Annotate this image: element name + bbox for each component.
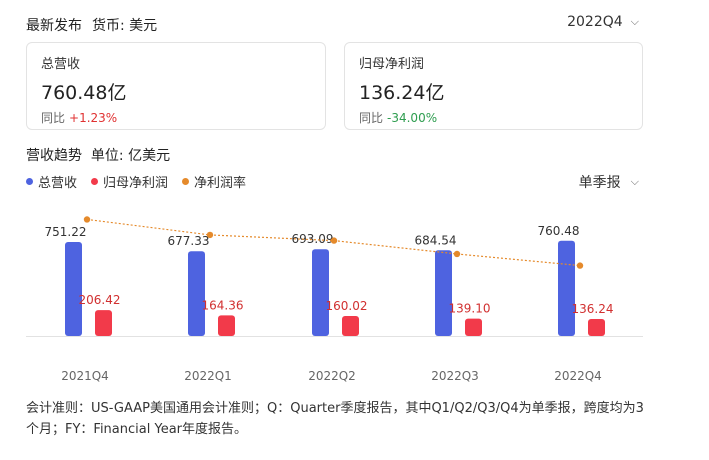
revenue-yoy-label: 同比 (41, 111, 66, 125)
profit-bar (588, 318, 605, 336)
legend-revenue-dot (26, 178, 33, 185)
period-value: 2022Q4 (567, 14, 623, 30)
margin-point (330, 237, 338, 244)
profit-bar (342, 315, 359, 336)
x-tick-label: 2022Q2 (308, 369, 356, 383)
revenue-data-label: 760.48 (538, 224, 580, 238)
trend-unit: 单位: 亿美元 (90, 148, 171, 164)
revenue-data-label: 684.54 (415, 233, 457, 247)
profit-yoy-label: 同比 (359, 111, 384, 125)
revenue-bar (312, 249, 329, 336)
margin-point (206, 231, 214, 239)
revenue-label: 总营收 (41, 57, 81, 72)
trend-title-text: 营收趋势 (26, 148, 82, 164)
profit-value: 136.24亿 (359, 82, 445, 104)
chevron-down-icon: ⌵ (630, 15, 639, 28)
period-selector[interactable]: 2022Q4 ⌵ (567, 14, 639, 30)
x-tick-label: 2022Q4 (554, 369, 602, 383)
profit-data-label: 164.36 (202, 298, 244, 312)
revenue-data-label: 677.33 (168, 234, 210, 248)
margin-point (576, 262, 584, 269)
profit-label: 归母净利润 (359, 57, 425, 72)
profit-yoy-value: -34.00% (387, 111, 438, 125)
frequency-value: 单季报 (578, 175, 621, 191)
chevron-down-icon: ⌵ (630, 175, 639, 188)
x-tick-label: 2022Q1 (184, 369, 232, 383)
legend-revenue-label: 总营收 (38, 176, 78, 191)
chart-legend: 总营收 归母净利润 净利润率 (26, 172, 260, 191)
revenue-trend-chart: 751.22 206.42 2021Q4 677.33 164.36 2022Q1 693.… (26, 216, 643, 383)
x-tick-label: 2022Q3 (431, 369, 479, 383)
profit-bar (218, 315, 235, 336)
margin-point (453, 250, 461, 258)
legend-profit-dot (91, 178, 99, 185)
legend-margin-label: 净利润率 (194, 176, 247, 191)
revenue-yoy: 同比 +1.23% (41, 109, 311, 126)
x-tick-label: 2021Q4 (61, 369, 109, 383)
trend-title: 营收趋势 单位: 亿美元 (26, 145, 170, 165)
legend-revenue[interactable]: 总营收 (26, 172, 77, 191)
profit-data-label: 139.10 (449, 302, 491, 316)
revenue-bar (65, 241, 82, 336)
legend-margin-dot (182, 178, 190, 185)
header: 最新发布 货币: 美元 (26, 14, 639, 36)
frequency-selector[interactable]: 单季报 ⌵ (579, 172, 639, 192)
profit-data-label: 136.24 (572, 302, 614, 316)
currency-label: 货币: 美元 (92, 18, 158, 34)
revenue-data-label: 693.09 (292, 232, 334, 246)
revenue-bar (435, 250, 452, 336)
profit-bar (95, 310, 112, 336)
profit-bar (465, 318, 482, 336)
profit-data-label: 160.02 (326, 299, 368, 313)
profit-card: 归母净利润 136.24亿 同比 -34.00% (344, 42, 643, 130)
profit-yoy: 同比 -34.00% (359, 109, 628, 126)
profit-data-label: 206.42 (79, 293, 121, 307)
legend-profit-label: 归母净利润 (103, 176, 169, 191)
footnote: 会计准则：US-GAAP美国通用会计准则；Q：Quarter季度报告，其中Q1/… (26, 401, 644, 437)
section-title: 最新发布 (26, 18, 82, 34)
revenue-data-label: 751.22 (45, 225, 87, 239)
revenue-card: 总营收 760.48亿 同比 +1.23% (26, 42, 326, 130)
legend-profit[interactable]: 归母净利润 (91, 172, 168, 191)
margin-point (83, 216, 91, 223)
revenue-bar (188, 251, 205, 336)
revenue-bar (558, 240, 575, 336)
revenue-yoy-value: +1.23% (69, 111, 118, 125)
revenue-value: 760.48亿 (41, 82, 127, 104)
legend-margin[interactable]: 净利润率 (182, 172, 246, 191)
